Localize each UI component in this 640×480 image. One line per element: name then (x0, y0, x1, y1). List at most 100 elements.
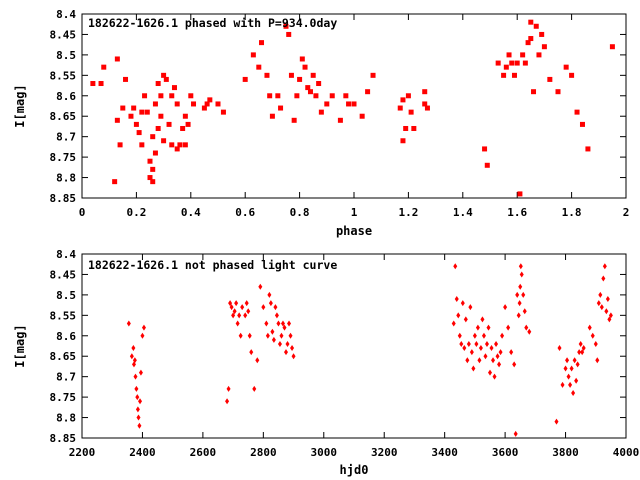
y-tick-label: 8.5 (56, 49, 76, 62)
data-point (602, 263, 607, 270)
data-point (474, 340, 479, 347)
data-point (137, 422, 142, 429)
y-tick-label: 8.65 (50, 350, 77, 363)
data-point (279, 332, 284, 339)
data-point (459, 340, 464, 347)
data-point (605, 295, 610, 302)
data-point (488, 369, 492, 376)
data-point (280, 320, 285, 327)
data-point (274, 312, 279, 319)
data-point (451, 320, 456, 327)
y-tick-label: 8.7 (56, 371, 76, 384)
data-point (563, 365, 568, 372)
data-point (134, 385, 139, 392)
data-point (285, 340, 290, 347)
data-point (462, 345, 467, 352)
data-point (495, 60, 501, 66)
data-point (516, 312, 521, 319)
data-point (608, 312, 613, 319)
data-point (237, 312, 242, 319)
data-point (547, 76, 553, 82)
data-point (139, 109, 145, 115)
data-point (554, 418, 559, 425)
y-tick-label: 8.7 (56, 131, 76, 144)
data-point (351, 101, 357, 107)
data-point (155, 125, 161, 131)
data-point (261, 304, 266, 311)
data-point (282, 324, 287, 331)
data-point (519, 271, 524, 278)
y-tick-label: 8.55 (50, 69, 77, 82)
data-point (294, 93, 300, 99)
data-point (359, 113, 365, 119)
data-point (188, 93, 194, 99)
x-tick-label: 3400 (431, 446, 458, 459)
data-point (596, 300, 601, 307)
data-point (568, 381, 573, 388)
data-point (215, 101, 221, 107)
data-point (204, 101, 210, 107)
data-point (136, 414, 141, 421)
data-point (569, 365, 574, 372)
data-point (235, 320, 240, 327)
data-point (522, 60, 528, 66)
data-point (150, 179, 156, 185)
data-point (572, 357, 577, 364)
data-point (142, 93, 148, 99)
data-point (277, 340, 282, 347)
data-point (191, 101, 197, 107)
data-point (468, 304, 473, 311)
data-point (129, 353, 134, 360)
data-point (471, 365, 476, 372)
data-point (90, 81, 96, 87)
data-point (475, 324, 480, 331)
data-point (180, 125, 186, 131)
x-tick-label: 3200 (371, 446, 398, 459)
data-point (472, 332, 477, 339)
y-tick-label: 8.75 (50, 391, 77, 404)
data-point (152, 101, 158, 107)
data-point (424, 105, 430, 111)
data-point (161, 138, 167, 144)
data-point (571, 390, 576, 397)
data-point (240, 304, 245, 311)
data-point (288, 332, 293, 339)
data-point (511, 72, 517, 78)
data-point (509, 349, 514, 356)
x-tick-label: 1.6 (507, 206, 527, 219)
data-point (346, 101, 352, 107)
y-tick-label: 8.8 (56, 172, 76, 185)
data-point (484, 162, 490, 168)
data-point (466, 340, 471, 347)
data-point (273, 304, 278, 311)
data-point (405, 93, 411, 99)
data-point (524, 324, 529, 331)
data-point (517, 300, 522, 307)
data-point (310, 72, 316, 78)
data-point (287, 320, 292, 327)
data-point (169, 93, 175, 99)
data-point (138, 369, 143, 376)
data-point (565, 357, 570, 364)
y-tick-label: 8.5 (56, 289, 76, 302)
data-point (574, 377, 579, 384)
data-point (120, 105, 126, 111)
data-point (147, 175, 153, 181)
data-point (574, 109, 580, 115)
y-tick-label: 8.65 (50, 110, 77, 123)
x-tick-label: 2400 (129, 446, 156, 459)
y-tick-label: 8.45 (50, 268, 77, 281)
data-point (604, 308, 609, 315)
data-point (225, 398, 230, 405)
data-point (503, 64, 509, 70)
data-point (503, 304, 508, 311)
data-point (557, 345, 562, 352)
data-point (275, 93, 281, 99)
data-point (123, 76, 129, 82)
x-tick-label: 0.6 (235, 206, 255, 219)
data-point (484, 340, 489, 347)
data-point (463, 316, 468, 323)
data-point (226, 385, 231, 392)
data-point (234, 300, 239, 307)
